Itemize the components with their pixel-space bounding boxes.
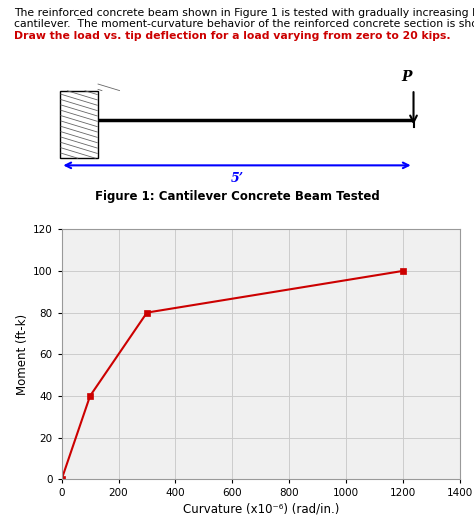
Text: The reinforced concrete beam shown in Figure 1 is tested with gradually increasi: The reinforced concrete beam shown in Fi… [14, 8, 474, 18]
Text: Figure 1: Cantilever Concrete Beam Tested: Figure 1: Cantilever Concrete Beam Teste… [95, 190, 379, 203]
Text: cantilever.  The moment-curvature behavior of the reinforced concrete section is: cantilever. The moment-curvature behavio… [14, 19, 474, 29]
Polygon shape [61, 91, 98, 158]
X-axis label: Curvature (x10⁻⁶) (rad/in.): Curvature (x10⁻⁶) (rad/in.) [182, 503, 339, 515]
Text: P: P [401, 70, 412, 84]
Y-axis label: Moment (ft-k): Moment (ft-k) [16, 314, 28, 395]
Text: 5’: 5’ [230, 172, 244, 185]
Text: Draw the load vs. tip deflection for a load varying from zero to 20 kips.: Draw the load vs. tip deflection for a l… [14, 31, 451, 41]
